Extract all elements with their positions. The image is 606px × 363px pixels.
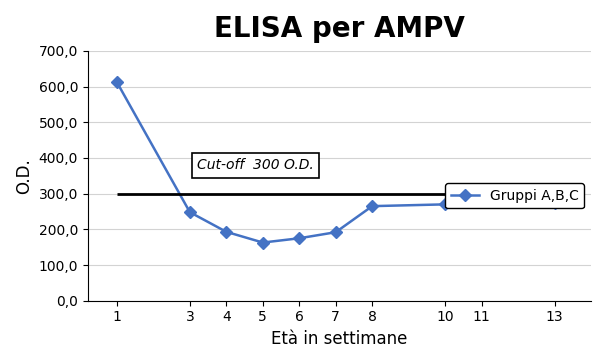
- Gruppi A,B,C: [186, 210, 193, 215]
- Gruppi A,B,C: [296, 236, 303, 240]
- Gruppi A,B,C: [332, 230, 339, 234]
- Gruppi A,B,C: [442, 202, 449, 207]
- X-axis label: Età in settimane: Età in settimane: [271, 330, 408, 348]
- Gruppi A,B,C: [223, 230, 230, 234]
- Legend: Gruppi A,B,C: Gruppi A,B,C: [445, 183, 584, 208]
- Gruppi A,B,C: [259, 240, 267, 245]
- Line: Gruppi A,B,C: Gruppi A,B,C: [113, 78, 559, 247]
- Gruppi A,B,C: [551, 200, 558, 205]
- Text: Cut-off  300 O.D.: Cut-off 300 O.D.: [197, 158, 314, 172]
- Gruppi A,B,C: [478, 193, 485, 197]
- Y-axis label: O.D.: O.D.: [15, 158, 33, 194]
- Gruppi A,B,C: [368, 204, 376, 208]
- Gruppi A,B,C: [113, 80, 121, 85]
- Title: ELISA per AMPV: ELISA per AMPV: [214, 15, 465, 43]
